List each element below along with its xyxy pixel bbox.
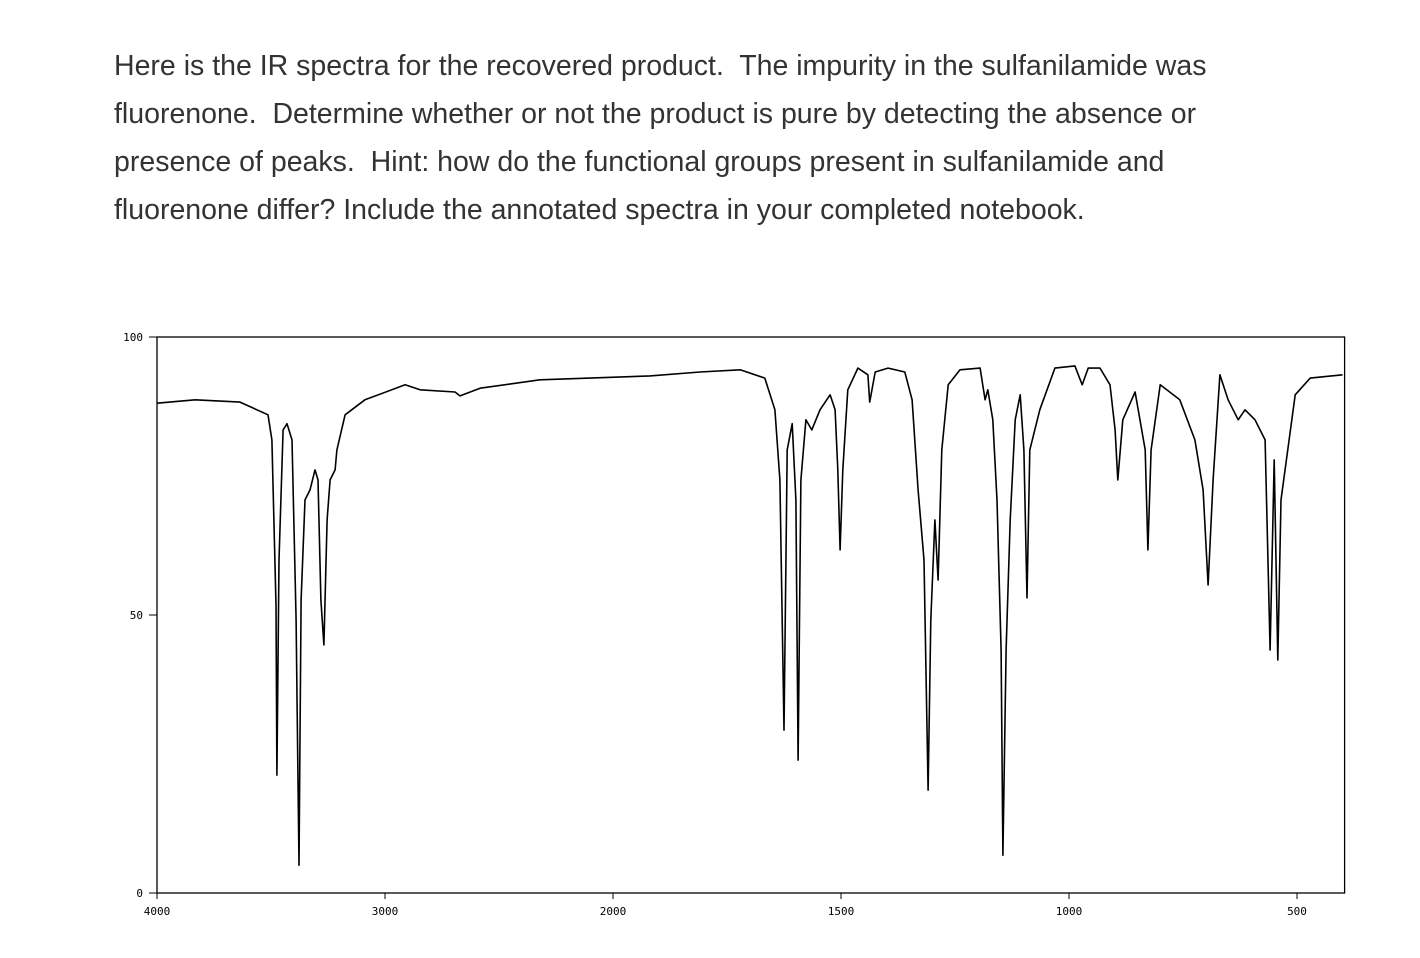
x-tick-label: 500 <box>1287 905 1307 918</box>
y-tick-label: 100 <box>123 331 143 344</box>
text-line: presence of peaks. Hint: how do the func… <box>114 146 1165 178</box>
x-tick-label: 1000 <box>1056 905 1083 918</box>
y-tick-label: 50 <box>130 609 143 622</box>
text-line: fluorenone. Determine whether or not the… <box>114 98 1197 130</box>
text-line: fluorenone differ? Include the annotated… <box>114 194 1085 226</box>
instructions: Here is the IR spectra for the recovered… <box>114 42 1206 234</box>
x-tick-label: 3000 <box>372 905 399 918</box>
spectrum-line <box>156 365 1343 866</box>
x-tick-label: 2000 <box>600 905 627 918</box>
x-tick-label: 4000 <box>144 905 171 918</box>
y-tick-label: 0 <box>136 887 143 900</box>
text-line: Here is the IR spectra for the recovered… <box>114 50 1207 82</box>
plot-frame <box>156 336 1346 894</box>
x-tick-label: 1500 <box>828 905 855 918</box>
